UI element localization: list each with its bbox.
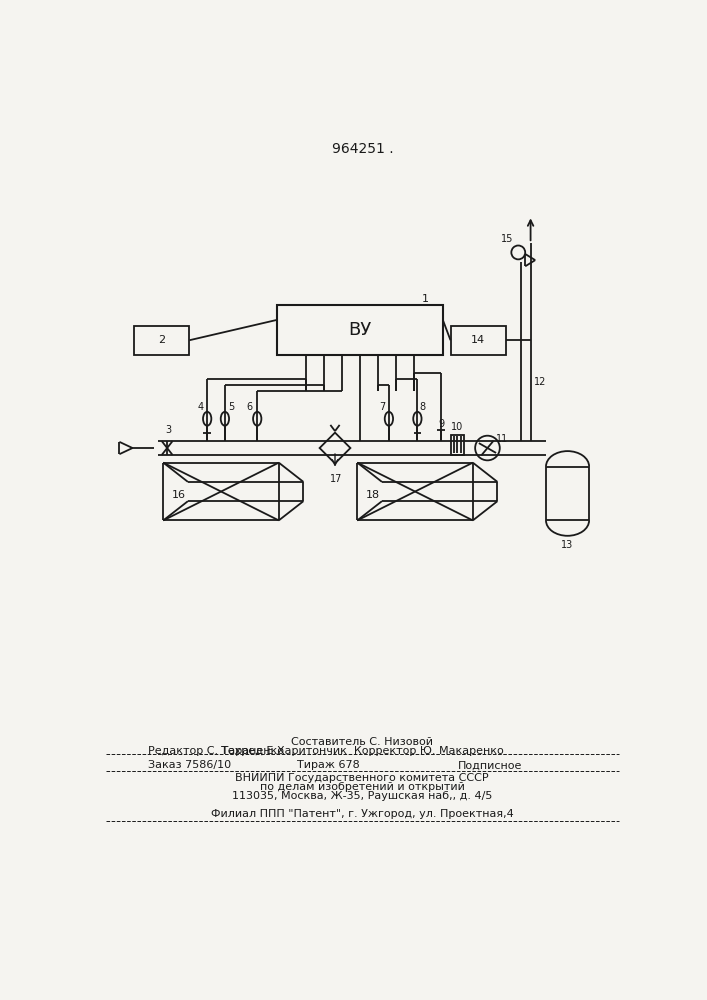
Text: 18: 18 (366, 490, 380, 500)
Text: 7: 7 (380, 402, 386, 412)
Text: 16: 16 (172, 490, 186, 500)
Bar (134, 326, 189, 355)
Text: Заказ 7586/10: Заказ 7586/10 (148, 760, 231, 770)
Text: 3: 3 (165, 425, 172, 435)
Polygon shape (320, 433, 351, 463)
Circle shape (511, 246, 525, 259)
Text: 13: 13 (561, 540, 573, 550)
Text: Тираж 678: Тираж 678 (298, 760, 361, 770)
Bar (546, 466, 589, 520)
Text: 6: 6 (247, 402, 252, 412)
Text: ВНИИПИ Государственного комитета СССР: ВНИИПИ Государственного комитета СССР (235, 773, 489, 783)
Text: 1: 1 (422, 294, 429, 304)
Text: 9: 9 (438, 419, 444, 429)
Text: 5: 5 (228, 402, 234, 412)
Text: 113035, Москва, Ж-35, Раушская наб,, д. 4/5: 113035, Москва, Ж-35, Раушская наб,, д. … (232, 791, 492, 801)
Text: 2: 2 (158, 335, 165, 345)
Text: ВУ: ВУ (349, 321, 372, 339)
Ellipse shape (203, 412, 211, 426)
Ellipse shape (385, 412, 393, 426)
Ellipse shape (413, 412, 421, 426)
Circle shape (475, 436, 500, 460)
Bar (277, 305, 443, 355)
Text: Составитель С. Низовой: Составитель С. Низовой (291, 737, 433, 747)
Ellipse shape (253, 412, 262, 426)
Text: Филиал ППП "Патент", г. Ужгород, ул. Проектная,4: Филиал ППП "Патент", г. Ужгород, ул. Про… (211, 809, 513, 819)
Text: 15: 15 (501, 234, 513, 244)
Text: Техред Е.Харитончик  Корректор Ю. Макаренко: Техред Е.Харитончик Корректор Ю. Макарен… (221, 746, 503, 756)
Text: 12: 12 (534, 377, 546, 387)
Text: 17: 17 (330, 474, 343, 484)
Ellipse shape (221, 412, 229, 426)
Text: 10: 10 (451, 422, 464, 432)
Text: 4: 4 (198, 402, 204, 412)
Text: Подписное: Подписное (458, 760, 522, 770)
Text: 8: 8 (419, 402, 425, 412)
Bar (450, 326, 506, 355)
Text: по делам изобретений и открытий: по делам изобретений и открытий (259, 782, 464, 792)
Text: 14: 14 (471, 335, 485, 345)
Text: 964251 .: 964251 . (332, 142, 393, 156)
Text: 11: 11 (496, 434, 508, 444)
Text: Редактор С. Тараненко: Редактор С. Тараненко (148, 746, 284, 756)
Bar (450, 435, 464, 455)
